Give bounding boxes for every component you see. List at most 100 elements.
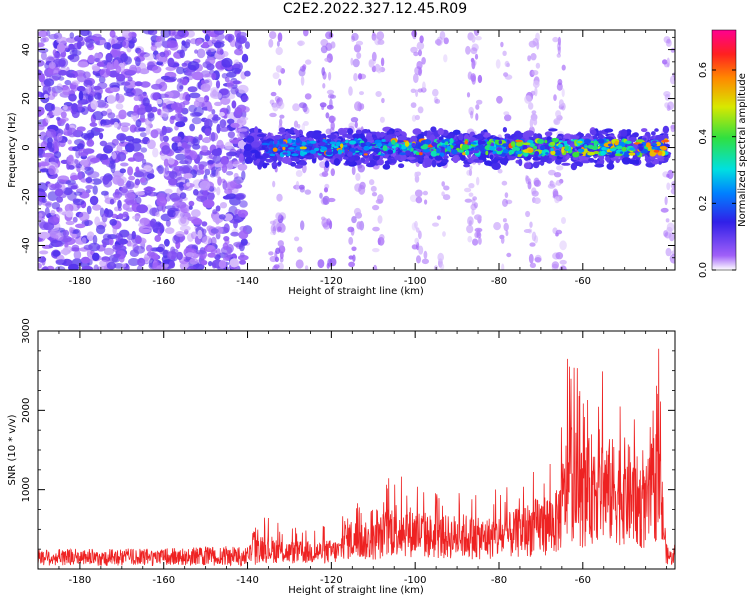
spectrogram-cell <box>359 152 363 156</box>
spectrogram-cell <box>210 131 216 142</box>
spectrogram-cell <box>87 54 96 64</box>
spectrogram-cell <box>297 40 305 46</box>
spectrogram-cell <box>295 137 301 143</box>
spectrogram-cell <box>211 236 217 246</box>
snr-x-tick-label: -80 <box>491 575 507 586</box>
spectrogram-cell <box>117 151 127 162</box>
spectrogram-cell <box>530 53 537 61</box>
snr-x-tick-label: -120 <box>320 575 343 586</box>
spectrogram-cell <box>287 129 295 134</box>
spectrogram-cell <box>358 184 366 195</box>
spectrogram-cell <box>131 138 142 144</box>
spectrogram-cell <box>355 129 362 135</box>
spectrogram-cell <box>136 265 143 270</box>
spectrogram-cell <box>553 94 557 101</box>
spectrogram-cell <box>234 48 244 56</box>
spectrogram-cell <box>218 214 226 220</box>
spectrogram-cell <box>304 189 312 195</box>
spectrogram-cell <box>451 149 458 155</box>
spectrogram-cell <box>430 148 434 151</box>
spectrogram-y-tick-label: 20 <box>21 92 32 105</box>
spectrogram-cell <box>214 101 222 107</box>
spectrogram-cell <box>234 107 242 115</box>
spectrogram-cell <box>529 143 535 147</box>
spectrogram-cell <box>77 61 89 68</box>
spectrogram-cell <box>116 133 127 141</box>
spectrogram-cell <box>391 145 397 149</box>
spectrogram-x-tick-label: -80 <box>491 276 507 287</box>
spectrogram-cell <box>555 110 562 118</box>
spectrogram-cell <box>468 106 475 116</box>
colorbar-label: Normalized spectral amplitude <box>737 73 748 227</box>
spectrogram-cell <box>192 217 203 226</box>
spectrogram-cell <box>424 199 428 205</box>
spectrogram-cell <box>237 84 249 94</box>
spectrogram-cell <box>154 128 162 135</box>
spectrogram-cell <box>92 185 98 195</box>
spectrogram-cell <box>485 150 489 156</box>
spectrogram-cell <box>134 126 142 133</box>
spectrogram-cell <box>597 138 605 144</box>
spectrogram-cell <box>75 223 86 229</box>
spectrogram-cell <box>210 249 218 254</box>
spectrogram-cell <box>238 230 249 240</box>
spectrogram-cell <box>38 30 48 38</box>
spectrogram-cell <box>496 95 503 104</box>
spectrogram-cell <box>398 163 405 168</box>
spectrogram-cell <box>313 147 320 152</box>
spectrogram-cell <box>418 68 422 77</box>
spectrogram-cell <box>112 175 122 185</box>
spectrogram-cell <box>199 180 211 191</box>
spectrogram-cell <box>76 143 85 150</box>
spectrogram-cell <box>351 246 357 252</box>
spectrogram-cell <box>49 229 61 239</box>
spectrogram-cell <box>91 178 102 185</box>
spectrogram-cell <box>324 160 330 168</box>
spectrogram-cell <box>78 150 83 157</box>
snr-x-tick-label: -160 <box>152 575 175 586</box>
spectrogram-cell <box>127 166 134 176</box>
spectrogram-cell <box>344 148 349 155</box>
spectrogram-cell <box>38 47 49 54</box>
spectrogram-cell <box>99 68 111 78</box>
spectrogram-cell <box>495 59 501 69</box>
spectrogram-cell <box>410 88 417 94</box>
spectrogram-cell <box>63 104 68 111</box>
snr-x-tick-label: -60 <box>575 575 591 586</box>
spectrogram-cell <box>464 198 473 203</box>
spectrogram-cell <box>155 246 164 252</box>
spectrogram-cell <box>491 162 502 170</box>
spectrogram-cell <box>557 78 563 86</box>
spectrogram-cell <box>548 128 558 132</box>
spectrogram-cell <box>120 162 129 167</box>
spectrogram-cell <box>241 95 249 102</box>
spectrogram-cell <box>471 59 476 70</box>
spectrogram-cell <box>125 70 137 75</box>
spectrogram-cell <box>134 178 141 186</box>
colorbar: 0.0 0.2 0.4 0.6 Normalized spectral amplitu… <box>698 29 748 278</box>
spectrogram-cell <box>466 224 474 234</box>
spectrogram-cell <box>55 259 67 266</box>
spectrogram-cell <box>294 236 300 242</box>
spectrogram-cell <box>328 115 335 124</box>
spectrogram-cell <box>221 164 228 174</box>
spectrogram-cell <box>207 49 212 57</box>
spectrogram-cell <box>503 111 510 116</box>
spectrogram-cell <box>171 197 183 203</box>
spectrogram-cell <box>232 63 241 70</box>
spectrogram-cell <box>501 180 508 186</box>
spectrogram-cell <box>71 244 80 251</box>
spectrogram-cell <box>372 147 381 153</box>
spectrogram-cell <box>131 230 136 240</box>
spectrogram-cell <box>381 139 386 142</box>
spectrogram-cell <box>416 60 423 70</box>
spectrogram-cell <box>564 145 569 151</box>
spectrogram-cell <box>173 136 182 142</box>
spectrogram-cell <box>545 152 549 155</box>
spectrogram-cell <box>527 55 531 62</box>
spectrogram-cell <box>354 101 362 112</box>
spectrogram-cell <box>515 141 523 147</box>
spectrogram-cell <box>139 132 147 138</box>
spectrogram-cell <box>176 251 183 261</box>
spectrogram-cell <box>559 259 567 265</box>
